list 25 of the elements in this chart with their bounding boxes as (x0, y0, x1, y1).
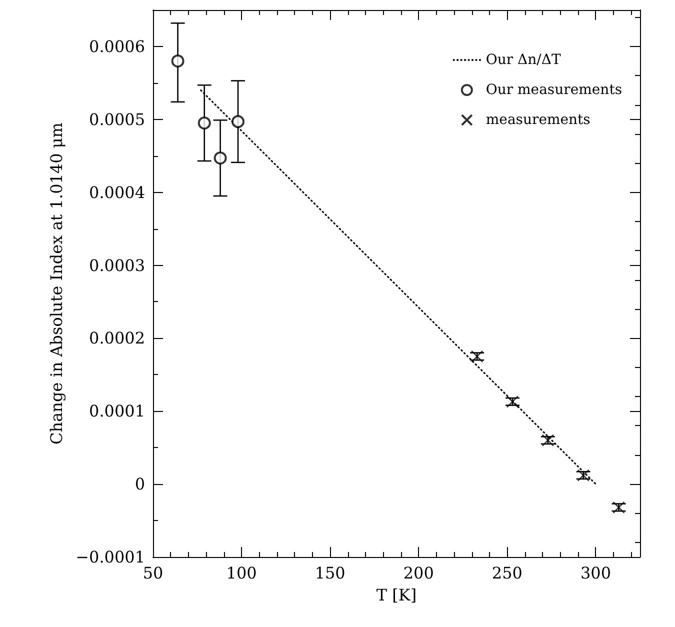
x-tick-label: 300 (580, 564, 611, 582)
y-tick-label: 0.0003 (89, 256, 145, 275)
x-tick-label: 200 (403, 564, 434, 582)
legend-label: measurements (486, 112, 590, 128)
x-axis-title: T [K] (376, 586, 417, 604)
x-tick-label: 100 (226, 564, 257, 582)
y-tick-label: −0.0001 (76, 548, 145, 566)
y-tick-label: 0.0006 (89, 36, 145, 56)
y-tick-label: 0 (134, 474, 145, 494)
x-tick-label: 50 (142, 564, 164, 582)
point (171, 54, 184, 68)
legend-label: Our measurements (486, 82, 622, 98)
x-tick-label: 150 (314, 564, 346, 582)
y-tick-label: 0.0005 (89, 110, 145, 129)
point (506, 396, 519, 408)
y-axis-title: Change in Absolute Index at 1.0140 μm (47, 122, 66, 444)
point (198, 116, 211, 130)
y-tick-label: 0.0001 (89, 402, 145, 421)
point (232, 115, 245, 128)
y-tick-label: 0.0002 (89, 328, 145, 348)
y-tick-label: 0.0004 (89, 182, 145, 202)
point (214, 152, 227, 165)
legend-label: Our Δn/ΔT (486, 52, 562, 68)
point (470, 350, 484, 363)
x-tick-label: 250 (492, 564, 522, 582)
